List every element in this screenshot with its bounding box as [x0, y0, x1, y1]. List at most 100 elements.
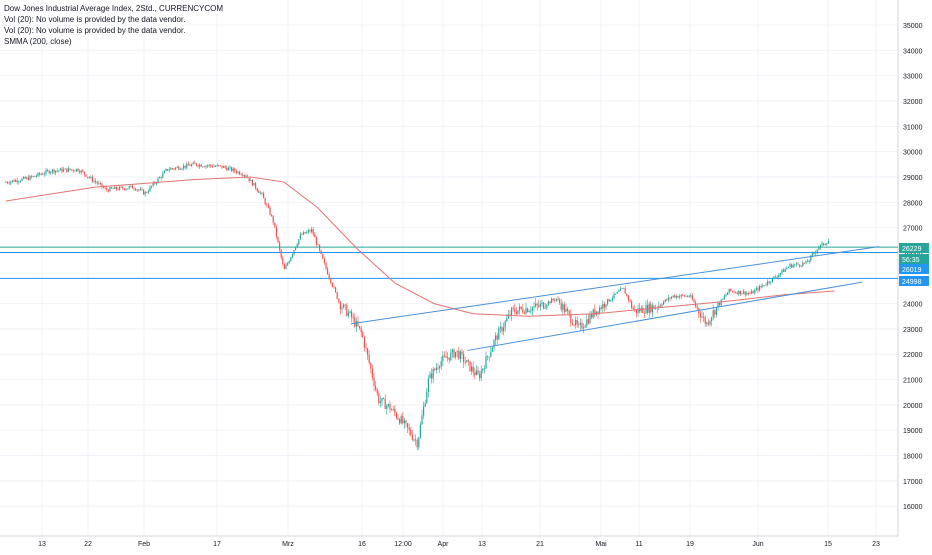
candle-body — [472, 366, 474, 373]
candle-body — [395, 412, 397, 418]
candle-body — [805, 261, 807, 264]
candle-body — [503, 327, 505, 332]
candle-body — [498, 328, 500, 340]
y-tick-label: 18000 — [903, 454, 923, 461]
candle-body — [95, 180, 97, 183]
y-tick-label: 31000 — [903, 124, 923, 131]
candle-body — [781, 269, 783, 273]
candle-body — [506, 318, 508, 322]
candle-body — [720, 299, 722, 306]
candle-body — [389, 404, 391, 410]
legend-title[interactable]: Dow Jones Industrial Average Index, 2Std… — [4, 4, 224, 13]
candle-body — [629, 300, 631, 302]
candle-body — [271, 214, 273, 216]
candle-body — [291, 254, 293, 258]
candle-body — [432, 369, 434, 379]
candle-body — [603, 303, 605, 308]
candle-body — [267, 205, 269, 208]
candle-body — [283, 264, 285, 270]
price-label-box — [899, 276, 929, 286]
x-tick-label: 15 — [824, 541, 832, 548]
candle-body — [370, 362, 372, 369]
candle-body — [341, 307, 343, 310]
candle-body — [517, 310, 519, 314]
candle-body — [83, 171, 85, 175]
candle-body — [290, 257, 292, 262]
candle-body — [259, 192, 261, 194]
candle-body — [55, 170, 57, 173]
candle-body — [680, 294, 682, 297]
candle-body — [743, 291, 745, 294]
candle-body — [504, 321, 506, 328]
candle-body — [165, 169, 167, 171]
candle-body — [189, 165, 191, 167]
candle-body — [600, 307, 602, 309]
candle-body — [375, 385, 377, 390]
candle-body — [555, 298, 557, 301]
candle-body — [205, 165, 207, 167]
legend-smma[interactable]: SMMA (200, close) — [4, 37, 72, 46]
candle-body — [279, 242, 281, 250]
candle-body — [523, 312, 525, 314]
candle-body — [674, 295, 676, 298]
candle-body — [231, 167, 233, 172]
candle-body — [79, 171, 81, 173]
candle-body — [61, 168, 63, 172]
price-label-box — [899, 254, 929, 264]
candle-body — [451, 349, 453, 353]
candle-body — [727, 292, 729, 295]
candle-body — [397, 417, 399, 420]
candle-body — [339, 301, 341, 310]
candle-body — [194, 162, 196, 164]
candle-body — [256, 188, 258, 191]
candle-body — [239, 171, 241, 175]
candle-body — [626, 293, 628, 296]
legend-vol-2[interactable]: Vol (20): No volume is provided by the d… — [4, 26, 186, 35]
candle-body — [183, 165, 185, 169]
candle-body — [21, 178, 23, 181]
candle-body — [272, 215, 274, 223]
candle-body — [795, 263, 797, 265]
candle-body — [789, 264, 791, 267]
candle-body — [75, 168, 77, 172]
legend-vol-1[interactable]: Vol (20): No volume is provided by the d… — [4, 15, 186, 24]
y-tick-label: 27000 — [903, 226, 923, 233]
candle-body — [157, 178, 159, 183]
candle-body — [560, 302, 562, 310]
candle-body — [192, 162, 194, 165]
candle-body — [101, 183, 103, 187]
candle-body — [811, 253, 813, 256]
candle-body — [186, 163, 188, 168]
candle-body — [120, 186, 122, 188]
candle-body — [343, 304, 345, 308]
y-tick-label: 19000 — [903, 428, 923, 435]
candle-body — [810, 255, 812, 261]
candle-body — [258, 190, 260, 193]
candle-body — [23, 176, 25, 179]
candle-body — [333, 286, 335, 288]
candle-body — [362, 332, 364, 338]
candle-body — [576, 320, 578, 325]
price-label-box — [899, 243, 929, 253]
candle-body — [248, 177, 250, 182]
candle-body — [591, 314, 593, 318]
candle-body — [207, 165, 209, 167]
x-tick-label: 13 — [38, 541, 46, 548]
candle-body — [800, 265, 802, 267]
candle-body — [48, 170, 50, 174]
candle-body — [322, 254, 324, 259]
candle-body — [469, 361, 471, 372]
candle-body — [672, 295, 674, 298]
candle-body — [739, 290, 741, 295]
candle-body — [747, 293, 749, 294]
candle-body — [352, 317, 354, 319]
y-tick-label: 17000 — [903, 479, 923, 486]
candle-body — [597, 311, 599, 314]
candle-body — [751, 291, 753, 294]
candle-body — [312, 229, 314, 235]
candle-body — [235, 171, 237, 173]
candle-body — [819, 244, 821, 248]
price-label-box — [899, 264, 929, 274]
